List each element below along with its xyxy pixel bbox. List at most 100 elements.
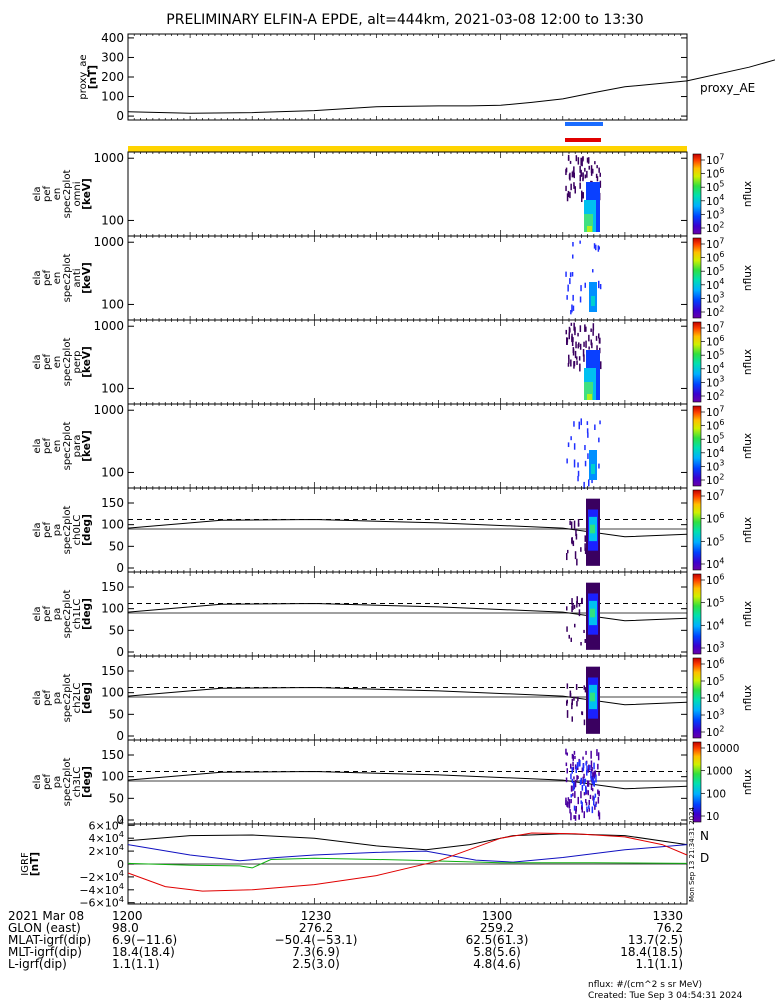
spec-noise-pixel	[580, 285, 582, 292]
spec-noise-pixel	[571, 304, 573, 313]
footer-cell: 2.5(3.0)	[292, 957, 340, 971]
spec-noise-pixel	[583, 685, 585, 690]
spec-noise-pixel	[569, 278, 571, 285]
y-axis-label-line: spec2plot	[62, 338, 73, 387]
spec-noise-pixel	[581, 801, 583, 807]
y-axis-label-line: ch2LC	[72, 683, 83, 714]
spec-noise-pixel	[592, 269, 594, 273]
spec-noise-pixel	[597, 796, 600, 804]
y-axis-label-line: spec2plot	[62, 254, 73, 303]
spec-noise-pixel	[575, 808, 577, 814]
proxy-ae-ylabel: proxy_ae[nT]	[78, 54, 99, 99]
y-axis-label-line: pef	[42, 438, 53, 455]
spec-noise-pixel	[568, 801, 571, 809]
y-tick-label: 100	[101, 213, 124, 227]
spec-noise-pixel	[594, 770, 597, 777]
spec-noise-pixel	[573, 459, 576, 468]
spec-noise-pixel	[600, 361, 602, 370]
spec-noise-pixel	[591, 779, 594, 784]
proxy-ae-series	[127, 59, 775, 114]
spec-noise-pixel	[570, 359, 572, 367]
spec-noise-pixel	[574, 623, 576, 628]
spec-noise-pixel	[599, 284, 602, 290]
footer-cell: 76.2	[656, 921, 683, 935]
spec-noise-pixel	[577, 470, 580, 477]
y-axis-label-line: ela	[32, 606, 43, 621]
spec-noise-pixel	[574, 551, 577, 560]
spec-noise-pixel	[598, 333, 600, 339]
spec-noise-pixel	[591, 788, 594, 792]
y-tick-label: 0	[116, 729, 124, 743]
colorbar-label: nflux	[742, 517, 754, 543]
spec-noise-pixel	[597, 752, 600, 761]
loss-cone-line	[127, 686, 688, 706]
chart-title: PRELIMINARY ELFIN-A EPDE, alt=444km, 202…	[166, 12, 643, 28]
spec-noise-pixel	[598, 772, 600, 776]
spec-noise-pixel	[596, 749, 598, 756]
flag-bar-red	[565, 138, 601, 142]
pa_ch2-colorbar	[692, 657, 702, 739]
colorbar-tick-label: 100	[706, 788, 726, 800]
y-tick-label: 50	[109, 623, 124, 637]
spec-noise-pixel	[599, 180, 602, 188]
footer-cell: 1230	[301, 909, 332, 923]
spec-noise-pixel	[584, 167, 586, 172]
spec-noise-pixel	[565, 185, 567, 192]
y-tick-label: 6×104	[89, 816, 124, 832]
spec-noise-pixel	[566, 626, 568, 632]
footer-cell: GLON (east)	[8, 921, 81, 935]
spec-noise-pixel	[579, 296, 582, 303]
spec-noise-pixel	[573, 520, 576, 529]
spec-noise-pixel	[599, 337, 601, 344]
spec-noise-pixel	[599, 172, 601, 177]
spec-noise-pixel	[580, 418, 582, 426]
spec-noise-pixel	[577, 766, 579, 770]
spec-noise-pixel	[585, 326, 587, 332]
spec-noise-pixel	[583, 354, 585, 362]
spec-noise-pixel	[597, 789, 599, 795]
pa_ch3-colorbar	[692, 741, 702, 823]
spec-noise-pixel	[594, 161, 596, 165]
y-axis-label-line: ela	[32, 438, 43, 453]
spec-noise-pixel	[590, 768, 593, 774]
y-tick-label: 100	[101, 518, 124, 532]
y-tick-label: 150	[101, 496, 124, 510]
spec-noise-pixel	[569, 160, 572, 164]
en_anti-frame	[127, 235, 688, 321]
spec-noise-pixel	[568, 354, 570, 359]
pa_ch1-zlabel: nflux	[742, 601, 754, 627]
spec-noise-pixel	[595, 335, 598, 341]
en_perp-zlabel: nflux	[742, 349, 754, 375]
spec-noise-pixel	[588, 479, 590, 487]
footer-created-note: Created: Tue Sep 3 04:54:31 2024	[588, 991, 743, 1000]
spec-noise-pixel	[590, 328, 592, 332]
spec-noise-pixel	[568, 332, 570, 340]
spec-noise-pixel	[576, 600, 578, 608]
spec-noise-pixel	[591, 806, 594, 814]
spec-noise-pixel	[577, 475, 579, 482]
y-axis-label-line: ch1LC	[72, 599, 83, 630]
y-tick-label: 100	[101, 297, 124, 311]
y-tick-label: 150	[101, 748, 124, 762]
pa_ch2-frame	[127, 655, 688, 741]
y-tick-label: 100	[101, 686, 124, 700]
y-tick-label: 100	[101, 602, 124, 616]
spec-noise-pixel	[580, 800, 582, 804]
y-tick-label: 1000	[93, 235, 124, 249]
spec-noise-pixel	[565, 797, 567, 806]
spec-noise-pixel	[577, 523, 580, 527]
spec-noise-pixel	[595, 774, 597, 783]
spec-noise-pixel	[574, 328, 576, 336]
y-tick-label: 50	[109, 707, 124, 721]
spec-noise-pixel	[598, 246, 600, 250]
spec-noise-pixel	[579, 165, 581, 173]
footer-cell: 1.1(1.1)	[112, 957, 160, 971]
spec-noise-pixel	[566, 683, 569, 689]
spec-noise-pixel	[566, 710, 569, 718]
y-axis-label-line: [keV]	[81, 262, 93, 294]
spec-noise-pixel	[576, 360, 578, 365]
spec-noise-pixel	[577, 796, 579, 805]
spec-noise-pixel	[572, 766, 575, 771]
y-tick-label: 100	[101, 465, 124, 479]
footer-cell: 13.7(2.5)	[628, 933, 683, 947]
